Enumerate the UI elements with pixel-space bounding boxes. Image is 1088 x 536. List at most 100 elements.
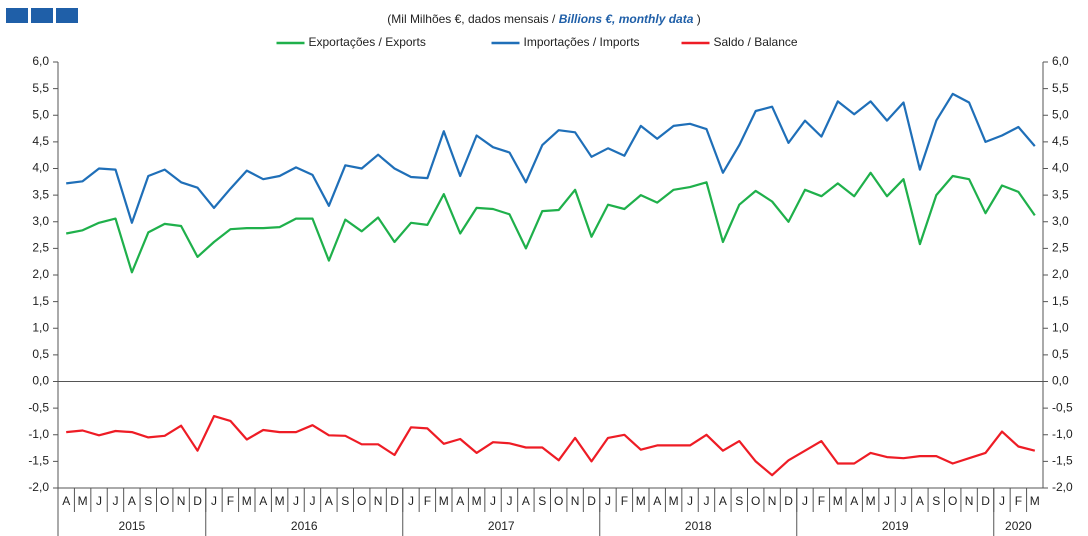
y-tick-label: -1,0 (1052, 427, 1073, 441)
x-tick-label: A (325, 494, 333, 508)
x-tick-label: S (341, 494, 349, 508)
x-tick-label: J (490, 494, 496, 508)
x-tick-label: A (850, 494, 858, 508)
x-tick-label: J (687, 494, 693, 508)
y-tick-label: 1,0 (1052, 320, 1069, 334)
x-tick-label: O (751, 494, 760, 508)
x-tick-label: N (374, 494, 383, 508)
x-tick-label: F (818, 494, 825, 508)
y-tick-label: 4,5 (32, 134, 49, 148)
x-tick-label: A (62, 494, 70, 508)
y-tick-label: -0,5 (28, 400, 49, 414)
x-tick-label: J (999, 494, 1005, 508)
x-tick-label: F (227, 494, 234, 508)
x-tick-label: F (424, 494, 431, 508)
year-label: 2016 (291, 519, 318, 533)
x-tick-label: A (916, 494, 924, 508)
y-tick-label: 5,0 (32, 107, 49, 121)
x-tick-label: J (884, 494, 890, 508)
year-label: 2015 (119, 519, 146, 533)
x-tick-label: A (653, 494, 661, 508)
x-tick-label: O (357, 494, 366, 508)
subtitle: (Mil Milhões €, dados mensais / Billions… (387, 12, 700, 26)
x-tick-label: M (669, 494, 679, 508)
legend-label: Importações / Imports (524, 35, 640, 49)
y-tick-label: 2,0 (1052, 267, 1069, 281)
y-tick-label: 0,0 (1052, 374, 1069, 388)
x-tick-label: J (112, 494, 118, 508)
year-label: 2020 (1005, 519, 1032, 533)
x-tick-label: A (128, 494, 136, 508)
x-tick-label: M (636, 494, 646, 508)
x-tick-label: O (554, 494, 563, 508)
y-tick-label: 2,5 (32, 241, 49, 255)
x-tick-label: J (408, 494, 414, 508)
x-tick-label: M (439, 494, 449, 508)
y-tick-label: -0,5 (1052, 400, 1073, 414)
y-tick-label: -1,5 (1052, 454, 1073, 468)
x-tick-label: N (177, 494, 186, 508)
legend-label: Exportações / Exports (309, 35, 426, 49)
x-tick-label: D (784, 494, 793, 508)
y-tick-label: 1,0 (32, 320, 49, 334)
y-tick-label: 0,5 (32, 347, 49, 361)
x-tick-label: S (538, 494, 546, 508)
x-tick-label: J (293, 494, 299, 508)
y-tick-label: 0,0 (32, 374, 49, 388)
x-tick-label: N (965, 494, 974, 508)
x-tick-label: D (193, 494, 202, 508)
x-tick-label: M (1030, 494, 1040, 508)
y-tick-label: -2,0 (28, 480, 49, 494)
y-tick-label: 3,0 (1052, 214, 1069, 228)
y-tick-label: 6,0 (1052, 54, 1069, 68)
y-tick-label: -1,0 (28, 427, 49, 441)
series-line (66, 415, 1036, 477)
x-tick-label: F (621, 494, 628, 508)
y-tick-label: 6,0 (32, 54, 49, 68)
x-tick-label: S (932, 494, 940, 508)
x-tick-label: D (390, 494, 399, 508)
x-tick-label: J (802, 494, 808, 508)
x-tick-label: J (506, 494, 512, 508)
y-tick-label: 4,0 (1052, 161, 1069, 175)
x-tick-label: A (719, 494, 727, 508)
logo-block (6, 8, 28, 23)
x-tick-label: O (160, 494, 169, 508)
y-tick-label: 4,5 (1052, 134, 1069, 148)
y-tick-label: 0,5 (1052, 347, 1069, 361)
y-tick-label: 2,0 (32, 267, 49, 281)
x-tick-label: D (587, 494, 596, 508)
x-tick-label: M (866, 494, 876, 508)
y-tick-label: 1,5 (32, 294, 49, 308)
y-tick-label: -2,0 (1052, 480, 1073, 494)
x-tick-label: O (948, 494, 957, 508)
year-label: 2018 (685, 519, 712, 533)
y-tick-label: 3,5 (32, 187, 49, 201)
x-tick-label: S (144, 494, 152, 508)
year-label: 2019 (882, 519, 909, 533)
x-tick-label: J (900, 494, 906, 508)
x-tick-label: M (242, 494, 252, 508)
series-line (65, 171, 1036, 274)
series-line (66, 92, 1036, 224)
x-tick-label: A (456, 494, 464, 508)
x-tick-label: A (259, 494, 267, 508)
year-label: 2017 (488, 519, 515, 533)
y-tick-label: -1,5 (28, 454, 49, 468)
logo-block (31, 8, 53, 23)
x-tick-label: M (833, 494, 843, 508)
x-tick-label: J (703, 494, 709, 508)
logo-block (56, 8, 78, 23)
y-tick-label: 3,0 (32, 214, 49, 228)
x-tick-label: J (96, 494, 102, 508)
x-tick-label: N (768, 494, 777, 508)
y-tick-label: 3,5 (1052, 187, 1069, 201)
x-tick-label: M (472, 494, 482, 508)
y-tick-label: 4,0 (32, 161, 49, 175)
x-tick-label: S (735, 494, 743, 508)
x-tick-label: J (211, 494, 217, 508)
x-tick-label: J (605, 494, 611, 508)
x-tick-label: N (571, 494, 580, 508)
x-tick-label: F (1015, 494, 1022, 508)
